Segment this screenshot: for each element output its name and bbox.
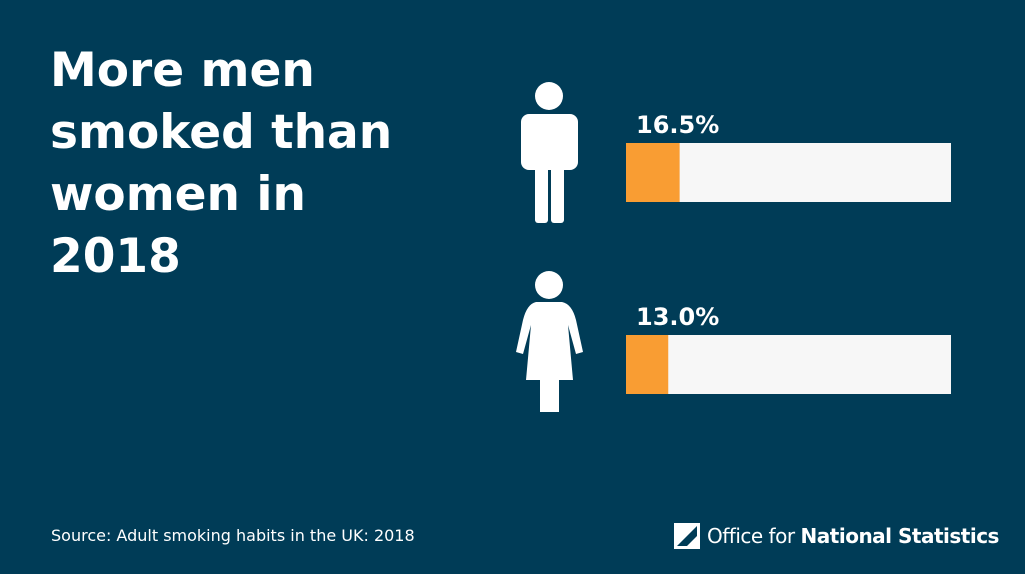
logo-mark (674, 523, 700, 549)
chart-title: More men smoked than women in 2018 (50, 40, 392, 288)
woman-icon (516, 271, 583, 412)
man-icon (521, 82, 578, 223)
title-line: women in (50, 167, 306, 222)
title-line: More men (50, 43, 315, 98)
title-line: 2018 (50, 229, 181, 284)
bar-track (626, 143, 951, 202)
bar (626, 143, 680, 202)
value-label: 16.5% (636, 111, 719, 139)
value-label: 13.0% (636, 303, 719, 331)
logo: Office for National Statistics (673, 522, 999, 550)
bar-track (626, 335, 951, 394)
bar (626, 335, 669, 394)
source-note: Source: Adult smoking habits in the UK: … (51, 526, 415, 545)
title-line: smoked than (50, 105, 393, 160)
logo-text-bold: National Statistics (800, 524, 1000, 548)
logo-text-light: Office for (707, 524, 795, 548)
